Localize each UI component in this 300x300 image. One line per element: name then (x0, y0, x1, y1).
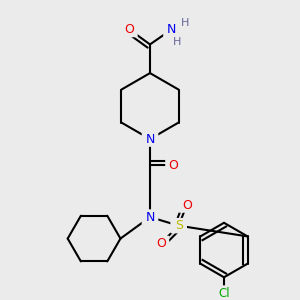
Text: H: H (181, 18, 190, 28)
FancyBboxPatch shape (121, 22, 138, 37)
FancyBboxPatch shape (142, 209, 158, 225)
Text: O: O (156, 237, 166, 250)
FancyBboxPatch shape (178, 197, 195, 213)
Text: O: O (124, 23, 134, 36)
Text: N: N (145, 133, 155, 146)
Text: H: H (173, 38, 182, 47)
FancyBboxPatch shape (163, 22, 180, 37)
FancyBboxPatch shape (153, 236, 169, 251)
Text: Cl: Cl (218, 286, 230, 300)
Text: O: O (169, 159, 178, 172)
FancyBboxPatch shape (169, 35, 186, 50)
Text: S: S (175, 219, 183, 232)
FancyBboxPatch shape (142, 131, 158, 147)
FancyBboxPatch shape (177, 15, 194, 31)
Text: O: O (182, 199, 192, 212)
Text: N: N (145, 211, 155, 224)
FancyBboxPatch shape (165, 158, 182, 173)
Text: N: N (167, 23, 176, 36)
FancyBboxPatch shape (170, 218, 187, 233)
FancyBboxPatch shape (211, 285, 237, 300)
